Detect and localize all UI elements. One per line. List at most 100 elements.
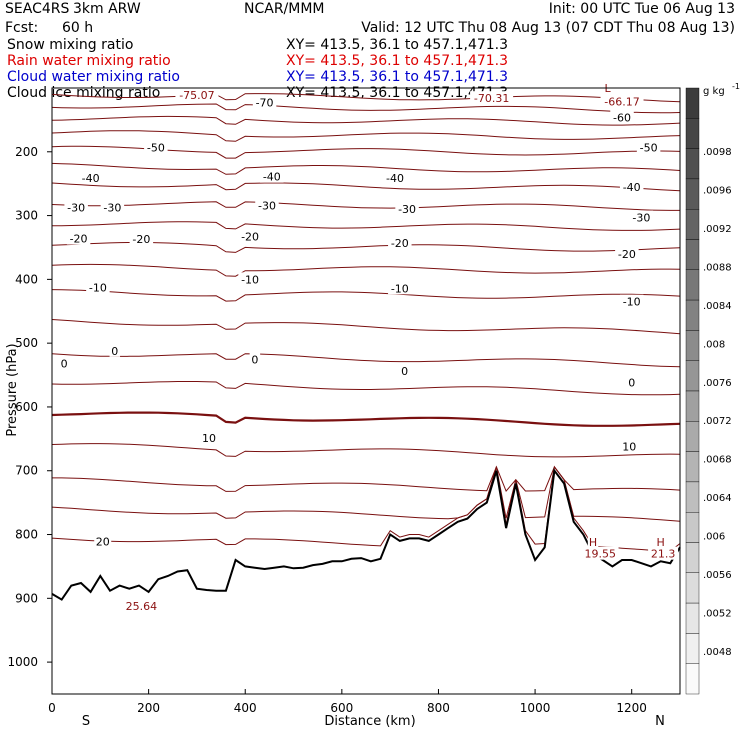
x-tick-label: 1200 — [616, 701, 647, 715]
colorbar-unit-exponent: -1 — [732, 82, 740, 91]
x-tick-label: 200 — [137, 701, 160, 715]
temperature-contour — [51, 221, 681, 231]
plot-area: -75.07 -70 -70.31 -66.17 -60 -50 -50 -40 -40 -40 -… — [51, 81, 681, 695]
contour-label-bg — [636, 140, 661, 154]
temperature-contour — [51, 130, 681, 142]
contour-label-bg — [200, 431, 218, 445]
colorbar-swatch — [685, 148, 700, 180]
init-time: Init: 00 UTC Tue 06 Aug 13 — [549, 1, 735, 17]
y-tick-label: 500 — [15, 336, 38, 350]
contour-label: 0 — [401, 365, 408, 378]
contour-label: -60 — [613, 111, 631, 124]
colorbar-swatch — [685, 512, 700, 543]
colorbar-tick-label: .0064 — [703, 493, 732, 504]
colorbar-swatch — [685, 360, 700, 392]
field-legend-xy: XY= 413.5, 36.1 to 457.1,471.3 — [286, 69, 508, 85]
contour-label-bg — [129, 232, 154, 246]
contour-label-bg — [64, 200, 88, 214]
contour-label: -40 — [623, 181, 641, 194]
colorbar: g kg -1 .0098 .0096 .0092 .0088 .0084 .008 .00… — [685, 82, 740, 695]
colorbar-tick-label: .0048 — [703, 647, 732, 658]
contour-label-bg — [395, 202, 419, 216]
contour-label-bg — [388, 281, 412, 295]
contour-label-bg — [655, 535, 666, 549]
temperature-contour — [51, 465, 681, 522]
contour-label-bg — [144, 140, 168, 154]
contour-label-bg — [58, 356, 70, 370]
model-label: 3km ARW — [73, 1, 141, 17]
colorbar-tick-label: .0056 — [703, 570, 732, 581]
y-tick-label: 900 — [15, 591, 38, 605]
contour-label-bg — [238, 272, 262, 286]
contour-label-bg — [383, 170, 407, 184]
field-legend: Snow mixing ratio XY= 413.5, 36.1 to 457.… — [7, 37, 508, 101]
x-tick-label: 400 — [234, 701, 257, 715]
contour-label: -40 — [386, 172, 404, 185]
contour-label: -30 — [67, 201, 85, 214]
colorbar-swatch — [685, 451, 700, 483]
contour-label-bg — [648, 546, 679, 560]
contour-label: -40 — [263, 171, 281, 184]
contour-label-bg — [260, 169, 284, 183]
contour-label: -50 — [640, 141, 658, 154]
contour-label: 20 — [96, 536, 110, 549]
colorbar-swatch — [685, 633, 700, 664]
x-tick-label: 1000 — [520, 701, 551, 715]
contour-label: -10 — [89, 282, 107, 295]
contour-label: -20 — [70, 233, 88, 246]
contour-label: -30 — [398, 203, 416, 216]
colorbar-unit: g kg — [703, 86, 725, 97]
y-tick-label: 600 — [15, 400, 38, 414]
contour-label: 10 — [202, 432, 216, 445]
forecast-label: Fcst: — [5, 20, 38, 36]
colorbar-tick-label: .006 — [703, 532, 725, 543]
y-axis: 200 300 400 500 600 700 800 900 1000 — [7, 145, 52, 669]
temperature-contour — [51, 263, 681, 277]
temperature-contour — [51, 162, 681, 175]
temperature-contour — [51, 465, 681, 552]
field-legend-xy: XY= 413.5, 36.1 to 457.1,471.3 — [286, 53, 508, 69]
contour-label-bg — [255, 198, 279, 212]
colorbar-swatch — [685, 118, 700, 149]
y-tick-label: 300 — [15, 209, 38, 223]
contour-label-bg — [86, 280, 110, 294]
colorbar-swatch — [685, 663, 700, 695]
contour-label: -30 — [103, 201, 121, 214]
colorbar-tick-label: .0052 — [703, 609, 732, 620]
valid-time: Valid: 12 UTC Thu 08 Aug 13 (07 CDT Thu … — [361, 20, 735, 36]
temperature-contour — [51, 443, 681, 458]
temperature-contour — [51, 289, 681, 302]
temperature-contour — [51, 201, 680, 211]
colorbar-tick-label: .0098 — [703, 147, 732, 158]
contour-label-bg — [600, 94, 644, 108]
contour-label-bg — [100, 200, 125, 214]
colorbar-swatch — [685, 542, 700, 573]
contour-label-bg — [626, 375, 637, 389]
x-tick-label: 600 — [330, 701, 353, 715]
contour-label-bg — [388, 236, 412, 250]
contour-label: 0 — [251, 354, 258, 367]
contour-label: H — [589, 536, 597, 549]
temperature-contour — [51, 353, 681, 368]
contour-label-bg — [620, 439, 638, 453]
colorbar-swatch — [685, 87, 700, 119]
contour-label-bg — [249, 352, 261, 366]
contour-label: -20 — [132, 233, 150, 246]
contour-label-bg — [78, 170, 103, 184]
contour-label: -66.17 — [604, 95, 639, 108]
project-label: SEAC4RS — [5, 1, 69, 17]
org-label: NCAR/MMM — [244, 1, 325, 17]
y-tick-label: 200 — [15, 145, 38, 159]
contour-label-bg — [238, 229, 262, 243]
x-axis: 0 200 400 600 800 1000 1200 — [48, 689, 647, 715]
contour-label: -40 — [82, 172, 100, 185]
field-legend-xy: XY= 413.5, 36.1 to 457.1,471.3 — [286, 37, 508, 53]
x-tick-label: 0 — [48, 701, 56, 715]
colorbar-tick-label: .0084 — [703, 301, 732, 312]
contour-label: 10 — [622, 440, 636, 453]
contour-label: -70 — [256, 97, 274, 110]
temperature-contour — [51, 103, 681, 114]
contour-label: 19.55 — [585, 548, 617, 561]
contour-label-bg — [619, 179, 644, 193]
